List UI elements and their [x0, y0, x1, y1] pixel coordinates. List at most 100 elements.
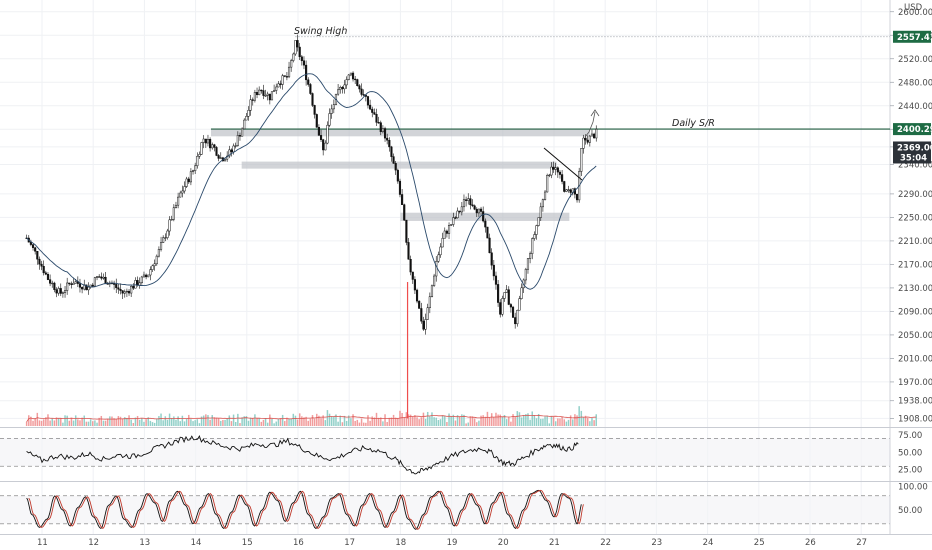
volume-bar	[403, 417, 405, 426]
volume-bar	[237, 413, 239, 426]
time-tick-label: 22	[600, 538, 611, 548]
candle-body	[595, 128, 598, 139]
volume-bar	[392, 414, 395, 426]
volume-bar	[365, 422, 367, 426]
candle-body	[569, 189, 572, 193]
volume-bar	[542, 418, 544, 426]
rsi-axis-ticks: 75.00 50.00 25.00	[898, 431, 922, 476]
candle-body	[418, 300, 421, 309]
volume-bar	[151, 422, 154, 426]
volume-bar	[266, 422, 269, 426]
time-tick-label: 18	[395, 538, 406, 548]
candle-body	[490, 252, 493, 266]
candle-body	[95, 276, 99, 278]
volume-bar	[40, 420, 43, 426]
volume-bar	[277, 418, 280, 426]
volume-bar	[490, 413, 493, 426]
candle-body	[49, 279, 52, 284]
candle-body	[44, 272, 47, 275]
volume-bar	[72, 420, 75, 426]
candle-body	[322, 139, 325, 151]
volume-bar	[593, 420, 595, 426]
candle-body	[497, 284, 500, 303]
candle-body	[215, 147, 218, 156]
volume-bar	[124, 417, 126, 426]
volume-bar	[87, 421, 90, 426]
candle-body	[379, 122, 382, 132]
time-tick-label: 20	[498, 538, 509, 548]
volume-bar	[580, 410, 583, 426]
volume-bar	[207, 415, 209, 426]
volume-bar	[181, 415, 184, 426]
candle-body	[61, 292, 64, 294]
volume-bar	[450, 416, 452, 426]
trendline[interactable]	[543, 147, 583, 181]
volume-bar	[495, 412, 497, 426]
candle-body	[575, 194, 579, 201]
candle-body	[166, 230, 169, 238]
volume-bar	[354, 420, 356, 426]
volume-bar	[322, 415, 324, 426]
candle-body	[31, 244, 35, 248]
volume-bar	[510, 421, 512, 426]
moving-average-line	[26, 73, 597, 290]
volume-bar	[42, 419, 45, 426]
projection-arrow[interactable]	[584, 111, 596, 138]
volume-bar	[168, 413, 171, 426]
candle-body	[149, 269, 152, 276]
candle-body	[238, 135, 242, 137]
candle-body	[473, 205, 476, 210]
volume-bar	[465, 423, 467, 426]
candle-body	[501, 298, 504, 315]
volume-bar	[175, 419, 177, 426]
candle-body	[277, 83, 280, 88]
candle-body	[471, 204, 474, 207]
stoch-tick-label: 50.00	[898, 506, 922, 516]
volume-bar	[512, 414, 514, 426]
volume-bar	[339, 415, 341, 426]
volume-bar	[252, 418, 254, 426]
volume-bar	[239, 423, 241, 426]
candle-body	[74, 281, 77, 284]
volume-bar	[431, 412, 433, 426]
volume-bar	[373, 417, 376, 426]
volume-bar	[439, 419, 442, 426]
volume-bar	[273, 423, 275, 426]
candle-body	[281, 75, 284, 85]
candle-body	[492, 264, 495, 277]
volume-bar	[55, 417, 58, 426]
volume-bar	[215, 417, 218, 426]
volume-bar	[518, 412, 521, 426]
candle-body	[441, 238, 444, 248]
volume-bar	[416, 417, 418, 426]
candle-body	[217, 155, 220, 159]
volume-bar	[559, 418, 561, 426]
candle-body	[330, 108, 333, 114]
volume-bar	[546, 415, 548, 426]
candle-body	[392, 156, 395, 164]
volume-bar	[572, 419, 574, 426]
volume-bar	[113, 418, 115, 426]
candle-body	[356, 79, 359, 87]
volume-bar	[358, 422, 361, 426]
candle-body	[531, 238, 534, 254]
candle-body	[458, 210, 461, 213]
volume-bar	[119, 416, 122, 426]
candle-body	[46, 273, 50, 280]
candle-body	[81, 287, 84, 290]
price-tick-label: 2520.00	[898, 55, 932, 65]
last-price-value: 2369.00	[897, 143, 932, 153]
volume-bar	[360, 418, 363, 426]
volume-bar	[94, 420, 96, 426]
candle-body	[341, 87, 344, 90]
volume-bar	[102, 420, 105, 426]
volume-bar	[271, 418, 273, 426]
candle-body	[241, 128, 244, 137]
volume-bar	[254, 414, 256, 426]
volume-bar	[79, 420, 81, 426]
volume-bar	[241, 417, 243, 426]
candle-body	[102, 276, 105, 279]
time-tick-label: 19	[447, 538, 458, 548]
volume-bar	[563, 419, 565, 426]
